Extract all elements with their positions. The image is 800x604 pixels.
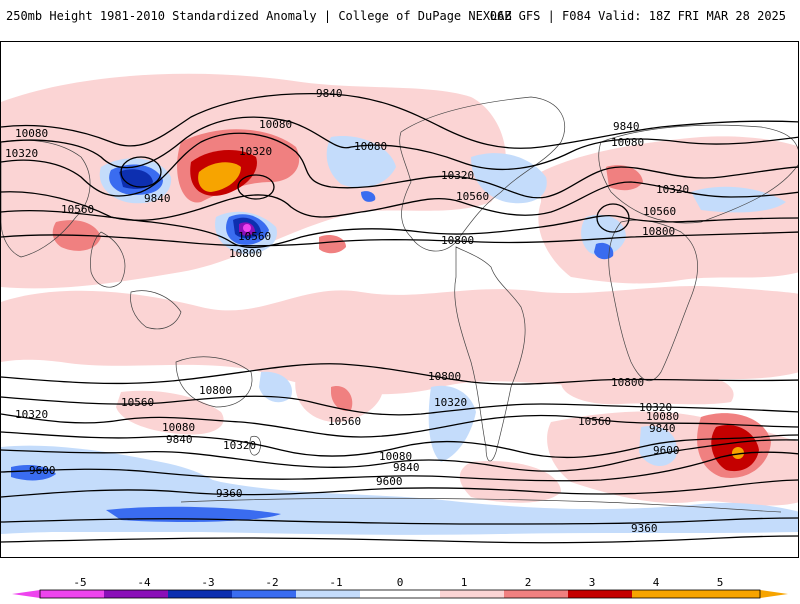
colorbar-tick: -5 [73,576,87,589]
contour-label: 10080 [162,421,195,434]
contour-label: 10320 [5,147,38,160]
contour-label: 10320 [15,408,48,421]
colorbar-tick: 1 [460,576,468,589]
contour-label: 9600 [376,475,403,488]
anomaly-map: 9840 10080 10320 9840 10080 10320 10080 … [1,73,798,544]
colorbar-swatches [12,589,788,599]
contour-label: 9600 [653,444,680,457]
contour-label: 9840 [649,422,676,435]
negative-anomaly-shading [1,136,798,535]
colorbar-tick: 3 [588,576,596,589]
contour-label: 10560 [61,203,94,216]
colorbar-swatch [296,590,360,598]
contour-label: 10080 [15,127,48,140]
colorbar-swatch [440,590,504,598]
map-title: 250mb Height 1981-2010 Standardized Anom… [6,9,512,23]
contour-label: 10320 [434,396,467,409]
colorbar-arrow-max [760,590,788,598]
contour-label: 9360 [216,487,243,500]
positive-anomaly-shading [1,73,798,506]
colorbar-tick: -3 [201,576,215,589]
contour-label: 10080 [611,136,644,149]
contour-label: 10080 [646,410,679,423]
coastlines [1,96,798,513]
contour-label: 10800 [428,370,461,383]
contour-label: 10560 [456,190,489,203]
colorbar: -5 -4 -3 -2 -1 0 1 2 3 4 5 [0,560,800,600]
colorbar-tick: -2 [265,576,279,589]
colorbar-swatch [568,590,632,598]
colorbar-arrow-min [12,590,40,598]
contour-label: 10800 [229,247,262,260]
contour-label: 10080 [354,140,387,153]
colorbar-swatch [696,590,760,598]
colorbar-swatch [40,590,104,598]
model-run-info: 06Z GFS | F084 Valid: 18Z FRI MAR 28 202… [489,9,786,23]
header: 250mb Height 1981-2010 Standardized Anom… [0,0,800,40]
contour-label: 10560 [643,205,676,218]
contour-label: 10320 [441,169,474,182]
contour-labels: 9840 10080 10320 9840 10080 10320 10080 … [5,87,689,535]
colorbar-tick: 2 [524,576,532,589]
contour-label: 10560 [121,396,154,409]
height-contours [1,92,798,544]
contour-label: 10560 [578,415,611,428]
contour-label: 10080 [259,118,292,131]
contour-label: 10800 [441,234,474,247]
colorbar-swatch [360,590,440,598]
contour-label: 10320 [239,145,272,158]
colorbar-swatch [168,590,232,598]
contour-label: 10320 [639,401,672,414]
contour-label: 10320 [223,439,256,452]
contour-label: 9600 [29,464,56,477]
colorbar-tick: 0 [396,576,404,589]
colorbar-tick: 4 [652,576,660,589]
contour-label: 10560 [238,230,271,243]
map-panel: 9840 10080 10320 9840 10080 10320 10080 … [0,41,799,558]
colorbar-tick: -4 [137,576,151,589]
contour-label: 9840 [166,433,193,446]
contour-label: 9840 [316,87,343,100]
contour-label: 10800 [642,225,675,238]
contour-label: 10080 [379,450,412,463]
contour-label: 9840 [613,120,640,133]
colorbar-swatch [504,590,568,598]
colorbar-swatch [632,590,696,598]
colorbar-tick: -1 [329,576,343,589]
contour-label: 10560 [328,415,361,428]
contour-label: 9840 [393,461,420,474]
colorbar-tick: 5 [716,576,724,589]
colorbar-swatch [232,590,296,598]
contour-label: 10320 [656,183,689,196]
contour-label: 10800 [611,376,644,389]
contour-label: 10800 [199,384,232,397]
contour-label: 9360 [631,522,658,535]
colorbar-swatch [104,590,168,598]
contour-label: 9840 [144,192,171,205]
